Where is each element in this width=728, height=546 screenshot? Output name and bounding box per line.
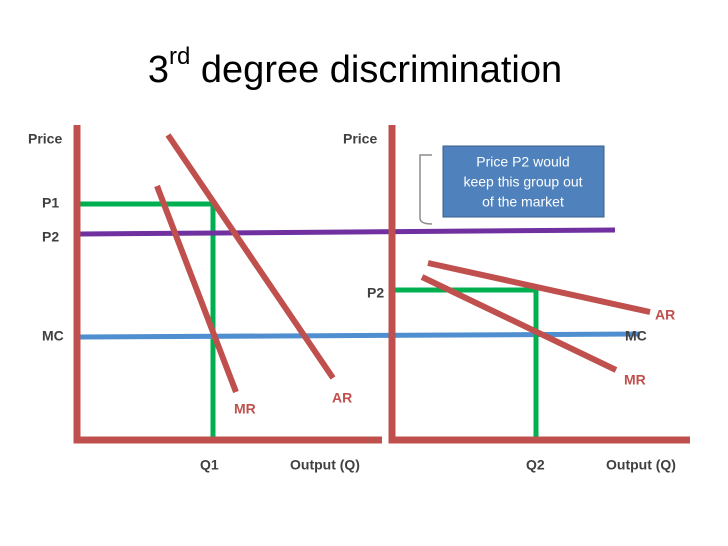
ar-label: AR: [332, 390, 352, 406]
x-axis-label: Output (Q): [290, 457, 360, 473]
q2-label: Q2: [526, 457, 545, 473]
title: 3rd degree discrimination: [148, 43, 562, 91]
p2-label: P2: [42, 229, 59, 245]
mc-label: MC: [42, 328, 64, 344]
p2-label: P2: [367, 285, 384, 301]
mr-label: MR: [624, 372, 646, 388]
x-axis-label: Output (Q): [606, 457, 676, 473]
p2-line: [79, 227, 616, 237]
ar-curve: [165, 133, 336, 380]
p1-label: P1: [42, 195, 59, 211]
title-sup: rd: [169, 43, 190, 70]
callout-line: Price P2 would: [476, 154, 569, 170]
right-axes: [388, 125, 690, 444]
y-axis-label: Price: [343, 131, 377, 147]
title-rest: degree discrimination: [190, 49, 562, 91]
callout-line: keep this group out: [463, 174, 582, 190]
mr-label: MR: [234, 401, 256, 417]
mc-line: [79, 331, 641, 340]
ar-curve-right: [427, 260, 651, 315]
title-main: 3: [148, 49, 169, 91]
ar-label: AR: [655, 307, 675, 323]
mr-curve: [154, 184, 239, 394]
y-axis-label: Price: [28, 131, 62, 147]
mr-curve-right: [420, 274, 618, 373]
left-axes: [73, 125, 382, 444]
mc-label: MC: [625, 328, 647, 344]
callout-box: [442, 145, 605, 218]
callout-line: of the market: [482, 194, 564, 210]
bracket: [419, 154, 433, 225]
q1-label: Q1: [200, 457, 219, 473]
